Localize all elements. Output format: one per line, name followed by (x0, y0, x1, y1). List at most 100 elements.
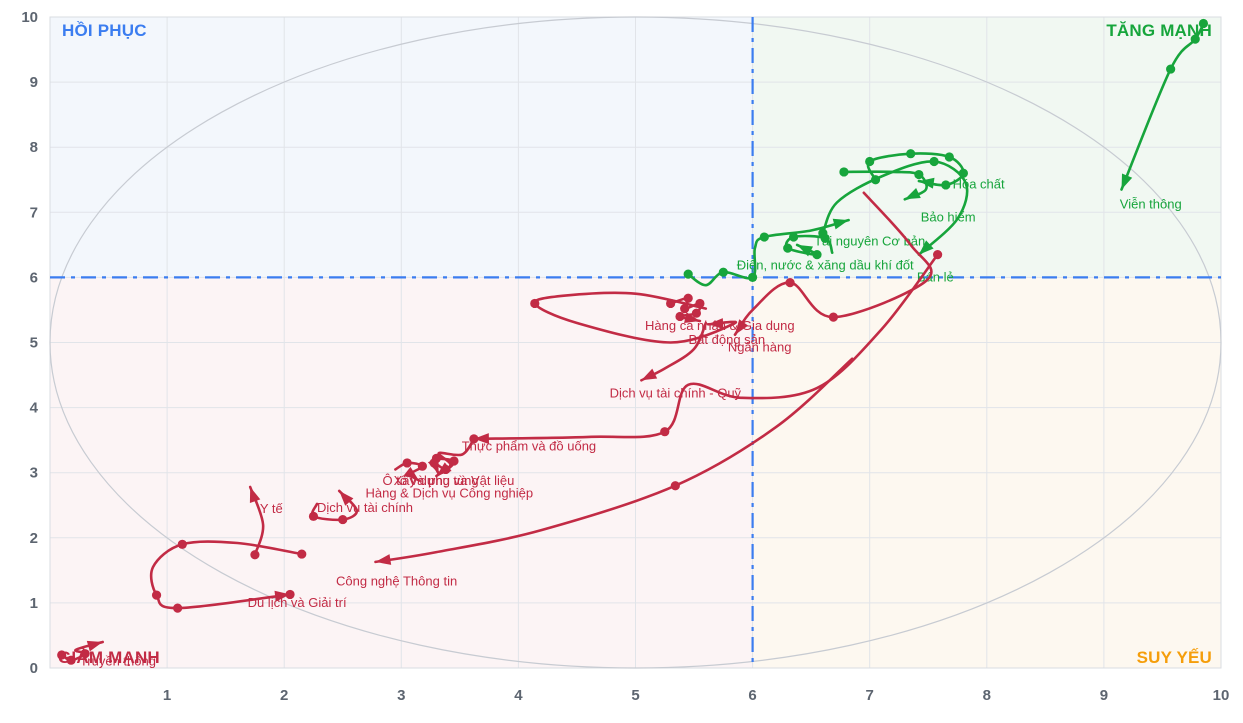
sector-label-bao-hiem: Bảo hiểm (921, 210, 976, 225)
trail-point-dien-nuoc-xang-dau[interactable] (683, 269, 693, 279)
boundary-ellipse (49, 16, 1222, 669)
y-tick-1: 1 (30, 595, 38, 612)
trail-point-bat-dong-san[interactable] (530, 298, 540, 309)
sector-label-hoa-chat: Hóa chất (953, 176, 1005, 191)
trail-point-truyen-thong[interactable] (66, 655, 76, 665)
trail-point-bao-hiem[interactable] (914, 169, 924, 180)
trail-xay-dung-vat-lieu[interactable] (394, 458, 427, 482)
sector-label-hang-dich-vu-cong-nghiep: Hàng & Dịch vụ Công nghiệp (365, 486, 533, 501)
trail-du-lich-giai-tri[interactable] (149, 539, 307, 613)
quadrant-label-bl: GIẢM MẠNH (58, 648, 160, 667)
y-tick-8: 8 (30, 139, 38, 156)
y-axis-ticks: 0 1 2 3 4 5 6 7 8 9 10 (21, 9, 38, 677)
trail-dich-vu-tai-chinh[interactable] (308, 489, 359, 525)
sector-label-thuc-pham-do-uong: Thực phẩm và đồ uống (462, 439, 596, 454)
y-tick-9: 9 (30, 74, 38, 91)
trail-arrowhead-truyen-thong (86, 640, 103, 652)
trail-point-hang-ca-nhan-gia-dung[interactable] (680, 304, 690, 314)
trail-point-tai-nguyen-co-ban[interactable] (812, 250, 822, 260)
trail-point-vien-thong[interactable] (1198, 18, 1209, 29)
x-tick-3: 3 (397, 687, 405, 704)
trail-thuc-pham-do-uong[interactable] (472, 250, 943, 445)
trail-vien-thong[interactable] (1120, 18, 1209, 191)
x-tick-7: 7 (866, 687, 874, 704)
trail-arrowhead-y-te (249, 487, 261, 503)
x-axis-ticks: 1 2 3 4 5 6 7 8 9 10 (163, 687, 1229, 704)
trail-truyen-thong[interactable] (57, 640, 104, 665)
trail-tai-nguyen-co-ban[interactable] (783, 232, 834, 260)
trail-point-vien-thong[interactable] (1190, 34, 1200, 44)
trail-point-dien-nuoc-xang-dau[interactable] (718, 267, 728, 277)
trail-point-hoa-chat[interactable] (941, 180, 951, 190)
trail-dich-vu-tai-chinh-quy[interactable] (640, 321, 708, 382)
trail-point-xay-dung-vat-lieu[interactable] (417, 461, 427, 471)
trail-point-hoa-chat[interactable] (865, 156, 875, 167)
trail-arrowhead-dien-nuoc-xang-dau (832, 218, 849, 230)
trail-point-du-lich-giai-tri[interactable] (177, 539, 187, 549)
trail-point-du-lich-giai-tri[interactable] (151, 590, 162, 600)
trail-point-hang-ca-nhan-gia-dung[interactable] (683, 293, 693, 303)
trail-arrowhead-dich-vu-tai-chinh-quy (641, 368, 658, 381)
trail-point-dien-nuoc-xang-dau[interactable] (759, 232, 769, 242)
trail-point-thuc-pham-do-uong[interactable] (660, 427, 670, 437)
trail-point-truyen-thong[interactable] (57, 650, 67, 660)
quadrant-label-tr: TĂNG MẠNH (1106, 21, 1212, 40)
x-tick-4: 4 (514, 687, 523, 704)
y-tick-5: 5 (30, 335, 38, 352)
trail-point-ngan-hang[interactable] (828, 312, 838, 322)
crosshair-lines (50, 17, 1221, 668)
sector-label-tai-nguyen-co-ban: Tài nguyên Cơ bản (814, 234, 925, 249)
trail-point-hang-dich-vu-cong-nghiep[interactable] (469, 434, 479, 444)
trail-point-du-lich-giai-tri[interactable] (285, 589, 295, 600)
trail-arrowhead-vien-thong (1121, 173, 1133, 190)
trail-point-dien-nuoc-xang-dau[interactable] (748, 272, 758, 282)
trail-arrowhead-tai-nguyen-co-ban (797, 244, 813, 257)
x-tick-1: 1 (163, 687, 171, 704)
trail-point-ngan-hang[interactable] (785, 278, 795, 288)
trail-point-o-to-phu-tung[interactable] (429, 458, 439, 468)
sector-label-dien-nuoc-xang-dau: Điện, nước & xăng dầu khí đốt (737, 258, 914, 273)
trail-point-y-te[interactable] (250, 550, 260, 560)
trail-point-o-to-phu-tung[interactable] (449, 456, 459, 466)
trail-point-hoa-chat[interactable] (944, 152, 954, 162)
trail-point-hoa-chat[interactable] (906, 149, 916, 159)
trail-hang-dich-vu-cong-nghiep[interactable] (435, 434, 479, 478)
trail-point-hang-ca-nhan-gia-dung[interactable] (675, 311, 685, 322)
quadrant-label-br: SUY YẾU (1137, 648, 1212, 667)
trail-bat-dong-san[interactable] (530, 291, 738, 344)
trail-arrowhead-hang-ca-nhan-gia-dung (684, 312, 700, 323)
trail-dien-nuoc-xang-dau[interactable] (683, 218, 850, 287)
trail-point-dich-vu-tai-chinh[interactable] (338, 514, 348, 525)
sector-label-vien-thong: Viễn thông (1120, 196, 1182, 211)
y-tick-0: 0 (30, 660, 38, 677)
trail-point-xay-dung-vat-lieu[interactable] (402, 458, 412, 468)
trail-point-du-lich-giai-tri[interactable] (173, 603, 183, 613)
trail-point-hang-ca-nhan-gia-dung[interactable] (691, 308, 701, 318)
trail-point-cong-nghe-thong-tin[interactable] (670, 481, 680, 491)
x-tick-9: 9 (1100, 687, 1108, 704)
trail-arrowhead-dich-vu-tai-chinh (339, 490, 354, 506)
trail-point-vien-thong[interactable] (1166, 64, 1176, 74)
trail-bao-hiem[interactable] (839, 167, 928, 201)
trail-y-te[interactable] (248, 485, 265, 560)
sector-label-bat-dong-san: Bất động sản (689, 332, 766, 347)
trail-hang-ca-nhan-gia-dung[interactable] (666, 293, 705, 323)
trail-point-tai-nguyen-co-ban[interactable] (820, 233, 830, 243)
y-tick-6: 6 (30, 269, 38, 286)
y-tick-7: 7 (30, 204, 38, 221)
trail-point-tai-nguyen-co-ban[interactable] (788, 232, 799, 242)
sector-label-cong-nghe-thong-tin: Công nghệ Thông tin (336, 573, 457, 588)
trail-point-truyen-thong[interactable] (80, 649, 90, 659)
trail-point-bao-hiem[interactable] (839, 167, 849, 177)
trail-cong-nghe-thong-tin[interactable] (374, 357, 854, 565)
trail-arrowhead-bao-hiem (904, 188, 921, 200)
trail-ngan-hang[interactable] (733, 191, 933, 336)
trail-point-du-lich-giai-tri[interactable] (297, 549, 307, 559)
trail-point-ban-le[interactable] (929, 156, 939, 167)
trail-point-dich-vu-tai-chinh[interactable] (308, 511, 319, 521)
trail-point-thuc-pham-do-uong[interactable] (933, 250, 943, 260)
y-tick-3: 3 (30, 465, 38, 482)
trail-point-tai-nguyen-co-ban[interactable] (783, 243, 793, 253)
trail-ban-le[interactable] (818, 156, 969, 256)
